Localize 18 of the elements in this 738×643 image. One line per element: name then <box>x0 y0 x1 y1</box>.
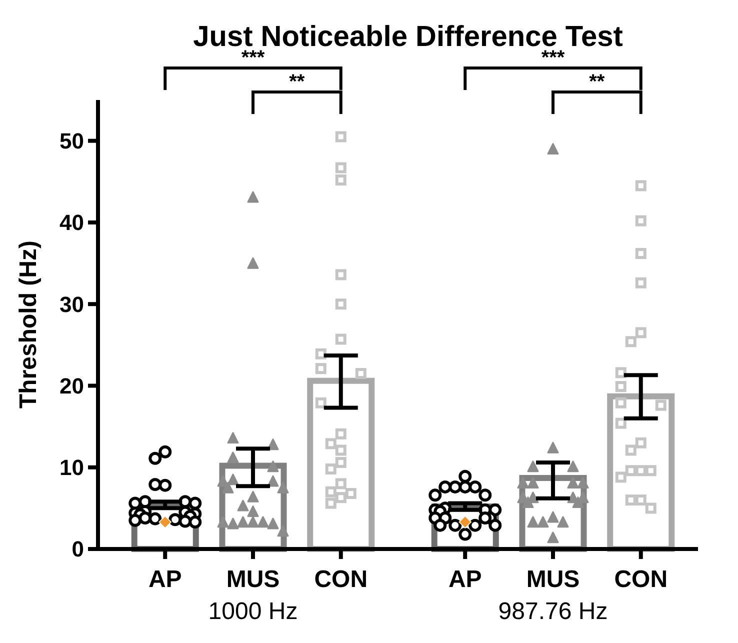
x-tick-label: MUS <box>226 566 280 593</box>
y-tick-label: 50 <box>60 128 84 154</box>
y-tick-label: 10 <box>60 455 84 480</box>
text: ** <box>289 71 305 93</box>
x-tick-label: CON <box>314 566 368 593</box>
y-tick-label: 20 <box>60 373 84 398</box>
text: ** <box>589 71 605 93</box>
x-tick-label: AP <box>448 566 482 593</box>
y-tick-label: 0 <box>72 536 84 562</box>
y-axis-title: Threshold (Hz) <box>15 240 42 408</box>
text: *** <box>541 47 565 69</box>
x-tick-label: AP <box>148 566 182 593</box>
y-tick-label: 30 <box>60 292 84 317</box>
x-tick-label: MUS <box>526 566 580 593</box>
x-axis-title: 1000 Hz <box>208 598 298 625</box>
x-tick-label: CON <box>614 566 668 593</box>
y-tick-label: 40 <box>60 210 84 236</box>
x-axis-title: 987.76 Hz <box>498 598 608 625</box>
